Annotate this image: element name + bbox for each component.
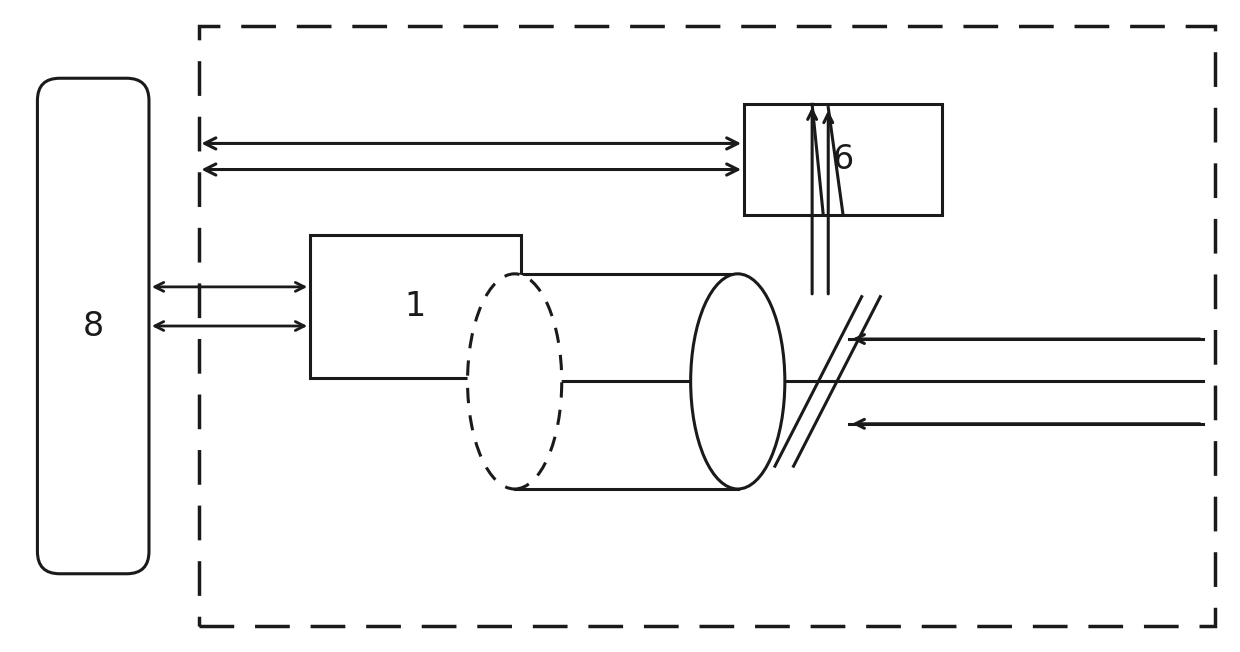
Text: 1: 1 (404, 290, 427, 323)
Bar (310, 235, 521, 378)
Bar (744, 104, 942, 215)
Text: 8: 8 (83, 310, 104, 342)
Ellipse shape (691, 274, 785, 489)
Text: 6: 6 (832, 143, 854, 176)
Ellipse shape (467, 274, 562, 489)
Bar (198, 26, 1215, 626)
FancyBboxPatch shape (37, 78, 149, 574)
